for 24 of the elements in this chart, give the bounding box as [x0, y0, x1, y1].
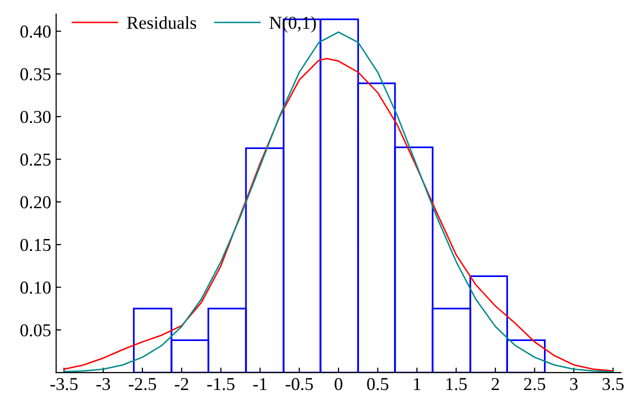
y-tick-label: 0.15: [20, 238, 51, 252]
x-tick-label: -3.5: [50, 378, 78, 390]
x-tick-label: 1.5: [446, 378, 467, 390]
x-tick-label: -3: [96, 378, 110, 390]
x-tick-label: -1.5: [207, 378, 234, 390]
x-tick-label: -1: [253, 378, 267, 390]
x-tick-label: 3.5: [602, 378, 624, 390]
x-tick-label: 2.5: [524, 378, 546, 390]
legend-label: Residuals: [127, 16, 196, 29]
y-tick-label: 0.35: [20, 68, 51, 80]
x-tick-label: 3: [570, 378, 578, 390]
x-tick-label: 0: [334, 378, 342, 390]
y-tick-label: 0.10: [20, 282, 51, 294]
x-tick-label: 2: [492, 378, 499, 390]
y-tick-label: 0.20: [20, 196, 51, 208]
y-tick-label: 0.25: [20, 154, 51, 166]
y-tick-label: 0.05: [20, 324, 51, 336]
x-tick-label: -0.5: [286, 378, 313, 390]
x-tick-label: 0.5: [367, 378, 388, 390]
x-tick-label: 1: [414, 378, 420, 390]
x-tick-label: -2: [174, 378, 188, 390]
y-tick-label: 0.30: [20, 110, 51, 124]
x-tick-label: -2.5: [128, 378, 156, 390]
y-tick-label: 0.40: [20, 26, 51, 38]
